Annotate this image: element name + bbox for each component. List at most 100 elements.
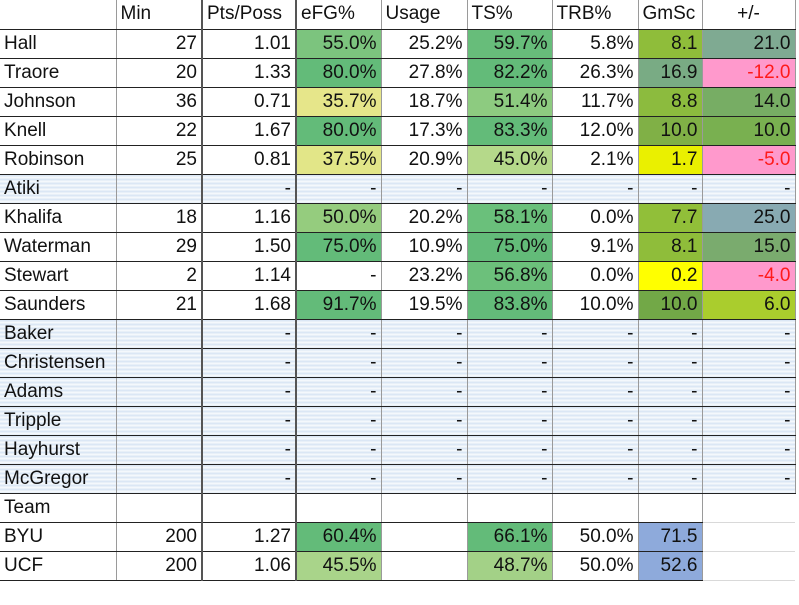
cell-gmsc[interactable]: 1.7 xyxy=(637,144,703,175)
cell-min[interactable] xyxy=(115,347,203,378)
cell-pm[interactable]: 15.0 xyxy=(701,231,796,262)
column-header-trb[interactable]: TRB% xyxy=(551,0,639,30)
cell-min[interactable]: 21 xyxy=(115,289,203,320)
cell-ts[interactable]: - xyxy=(466,405,553,436)
cell-usage[interactable]: - xyxy=(380,463,468,494)
cell-gmsc[interactable]: 16.9 xyxy=(637,57,703,88)
cell-efg[interactable]: - xyxy=(295,434,382,465)
cell-usage[interactable]: 25.2% xyxy=(380,28,468,59)
cell-pm[interactable]: -12.0 xyxy=(701,57,796,88)
empty-cell[interactable] xyxy=(201,492,297,523)
cell-min[interactable] xyxy=(115,173,203,204)
cell-efg[interactable]: - xyxy=(295,173,382,204)
player-name-cell[interactable]: McGregor xyxy=(0,463,117,494)
cell-min[interactable]: 200 xyxy=(115,521,203,552)
player-name-cell[interactable]: Traore xyxy=(0,57,117,88)
cell-usage[interactable]: - xyxy=(380,405,468,436)
cell-efg[interactable]: 45.5% xyxy=(295,550,382,581)
cell-ts[interactable]: 48.7% xyxy=(466,550,553,581)
cell-gmsc[interactable]: 52.6 xyxy=(637,550,703,581)
cell-min[interactable]: 29 xyxy=(115,231,203,262)
column-header-pm[interactable]: +/- xyxy=(701,0,796,30)
cell-pts_poss[interactable]: - xyxy=(201,173,297,204)
cell-min[interactable]: 36 xyxy=(115,86,203,117)
cell-gmsc[interactable]: - xyxy=(637,405,703,436)
cell-pm[interactable]: - xyxy=(701,434,796,465)
cell-pm[interactable]: -4.0 xyxy=(701,260,796,291)
cell-usage[interactable]: - xyxy=(380,376,468,407)
column-header-pts_poss[interactable]: Pts/Poss xyxy=(201,0,297,30)
player-name-cell[interactable]: Knell xyxy=(0,115,117,146)
column-header-min[interactable]: Min xyxy=(115,0,203,30)
player-name-cell[interactable]: Adams xyxy=(0,376,117,407)
cell-ts[interactable]: - xyxy=(466,318,553,349)
cell-pts_poss[interactable]: 0.71 xyxy=(201,86,297,117)
cell-pm[interactable]: - xyxy=(701,318,796,349)
column-header-efg[interactable]: eFG% xyxy=(295,0,382,30)
cell-usage[interactable]: - xyxy=(380,318,468,349)
player-name-cell[interactable]: Hall xyxy=(0,28,117,59)
column-header-ts[interactable]: TS% xyxy=(466,0,553,30)
cell-gmsc[interactable]: - xyxy=(637,434,703,465)
cell-efg[interactable]: 50.0% xyxy=(295,202,382,233)
cell-pm[interactable]: 10.0 xyxy=(701,115,796,146)
cell-pts_poss[interactable]: 1.01 xyxy=(201,28,297,59)
cell-pts_poss[interactable]: 1.06 xyxy=(201,550,297,581)
empty-cell[interactable] xyxy=(702,492,795,523)
cell-efg[interactable]: 91.7% xyxy=(295,289,382,320)
cell-pts_poss[interactable]: - xyxy=(201,318,297,349)
cell-ts[interactable]: 45.0% xyxy=(466,144,553,175)
cell-trb[interactable]: 26.3% xyxy=(551,57,639,88)
cell-ts[interactable]: 83.3% xyxy=(466,115,553,146)
cell-efg[interactable]: - xyxy=(295,405,382,436)
cell-min[interactable]: 22 xyxy=(115,115,203,146)
cell-pts_poss[interactable]: - xyxy=(201,376,297,407)
cell-pts_poss[interactable]: - xyxy=(201,434,297,465)
empty-cell[interactable] xyxy=(115,492,203,523)
cell-trb[interactable]: 50.0% xyxy=(551,521,639,552)
cell-efg[interactable]: 75.0% xyxy=(295,231,382,262)
cell-min[interactable] xyxy=(115,463,203,494)
cell-gmsc[interactable]: - xyxy=(637,347,703,378)
cell-ts[interactable]: - xyxy=(466,434,553,465)
cell-min[interactable] xyxy=(115,434,203,465)
cell-trb[interactable]: 2.1% xyxy=(551,144,639,175)
cell-gmsc[interactable]: - xyxy=(637,173,703,204)
cell-pm[interactable]: - xyxy=(701,405,796,436)
cell-efg[interactable]: - xyxy=(295,347,382,378)
cell-ts[interactable]: 51.4% xyxy=(466,86,553,117)
cell-gmsc[interactable]: 7.7 xyxy=(637,202,703,233)
cell-usage[interactable]: 17.3% xyxy=(380,115,468,146)
cell-efg[interactable]: - xyxy=(295,463,382,494)
player-name-cell[interactable]: Robinson xyxy=(0,144,117,175)
empty-cell[interactable] xyxy=(702,550,795,581)
column-header-usage[interactable]: Usage xyxy=(380,0,468,30)
cell-min[interactable]: 25 xyxy=(115,144,203,175)
cell-ts[interactable]: 56.8% xyxy=(466,260,553,291)
player-name-cell[interactable]: Khalifa xyxy=(0,202,117,233)
cell-trb[interactable]: 50.0% xyxy=(551,550,639,581)
cell-trb[interactable]: - xyxy=(551,405,639,436)
cell-usage[interactable]: 20.2% xyxy=(380,202,468,233)
empty-cell[interactable] xyxy=(551,492,639,523)
cell-gmsc[interactable]: 10.0 xyxy=(637,115,703,146)
cell-usage[interactable]: - xyxy=(380,173,468,204)
cell-pts_poss[interactable]: 1.14 xyxy=(201,260,297,291)
cell-ts[interactable]: 59.7% xyxy=(466,28,553,59)
player-name-cell[interactable]: Atiki xyxy=(0,173,117,204)
player-name-cell[interactable]: Tripple xyxy=(0,405,117,436)
cell-gmsc[interactable]: 8.1 xyxy=(637,231,703,262)
cell-trb[interactable]: 0.0% xyxy=(551,260,639,291)
cell-efg[interactable]: 37.5% xyxy=(295,144,382,175)
cell-gmsc[interactable]: 10.0 xyxy=(637,289,703,320)
cell-gmsc[interactable]: - xyxy=(637,463,703,494)
cell-gmsc[interactable]: - xyxy=(637,318,703,349)
cell-usage[interactable]: 27.8% xyxy=(380,57,468,88)
cell-pts_poss[interactable]: 1.67 xyxy=(201,115,297,146)
cell-ts[interactable]: - xyxy=(466,347,553,378)
cell-pm[interactable]: 21.0 xyxy=(701,28,796,59)
player-name-cell[interactable]: Christensen xyxy=(0,347,117,378)
cell-trb[interactable]: - xyxy=(551,318,639,349)
cell-ts[interactable]: - xyxy=(466,376,553,407)
cell-pts_poss[interactable]: 1.50 xyxy=(201,231,297,262)
